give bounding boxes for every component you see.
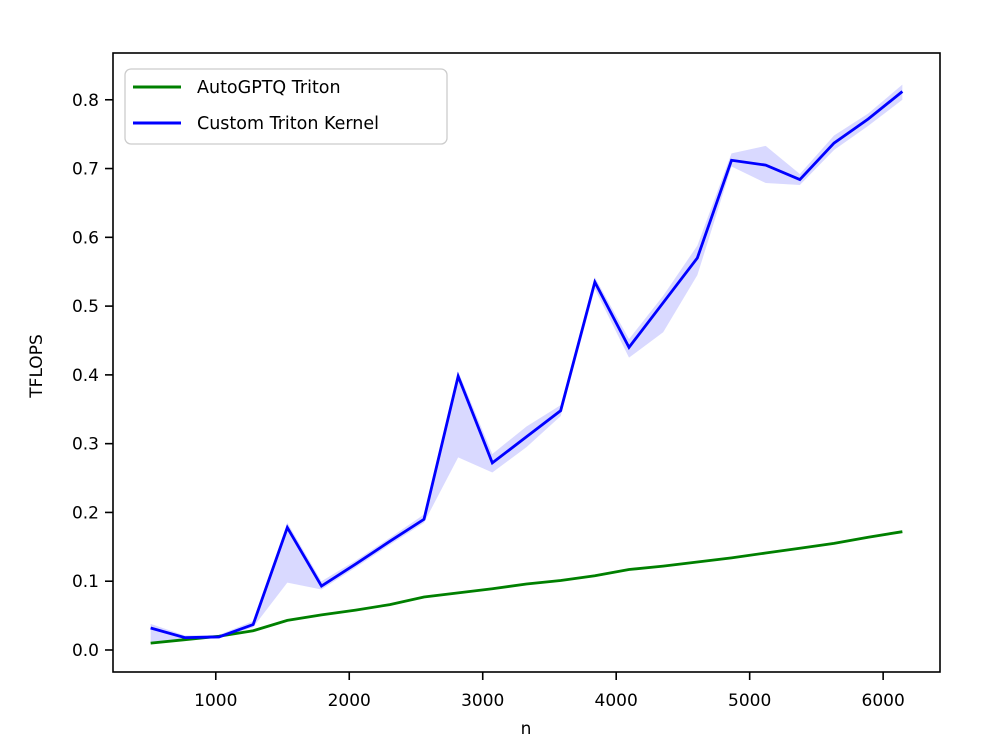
x-tick-label: 5000 xyxy=(728,691,771,711)
y-tick-label: 0.5 xyxy=(72,297,99,317)
x-axis-label: n xyxy=(521,719,532,739)
legend-box xyxy=(124,68,448,145)
series-line-autogptq-triton xyxy=(150,530,903,645)
y-tick-label: 0.2 xyxy=(72,503,99,523)
y-tick-label: 0.0 xyxy=(72,641,99,661)
y-tick-label: 0.1 xyxy=(72,572,99,592)
y-tick-label: 0.4 xyxy=(72,366,99,386)
y-axis-label: TFLOPS xyxy=(27,334,47,398)
x-tick-label: 3000 xyxy=(461,691,504,711)
legend-label-custom-triton-kernel: Custom Triton Kernel xyxy=(197,114,379,134)
confidence-band-layer xyxy=(150,84,903,642)
plot-border xyxy=(112,52,941,673)
series-line-custom-triton-kernel xyxy=(150,90,904,640)
y-tick-label: 0.8 xyxy=(72,91,99,111)
confidence-band xyxy=(150,84,903,642)
x-tick-label: 1000 xyxy=(194,691,237,711)
legend-label-autogptq-triton: AutoGPTQ Triton xyxy=(197,78,341,98)
axis-ticks-layer: 1000 2000 3000 4000 5000 6000 0.0 0.1 0.2 0.3 0.4 0… xyxy=(72,91,905,711)
y-tick-label: 0.6 xyxy=(72,228,99,248)
y-tick-label: 0.3 xyxy=(72,435,99,455)
legend: AutoGPTQ Triton Custom Triton Kernel xyxy=(124,68,448,145)
series-layer xyxy=(150,90,904,645)
x-tick-label: 2000 xyxy=(328,691,371,711)
x-tick-label: 4000 xyxy=(595,691,638,711)
x-tick-label: 6000 xyxy=(862,691,905,711)
y-tick-label: 0.7 xyxy=(72,160,99,180)
